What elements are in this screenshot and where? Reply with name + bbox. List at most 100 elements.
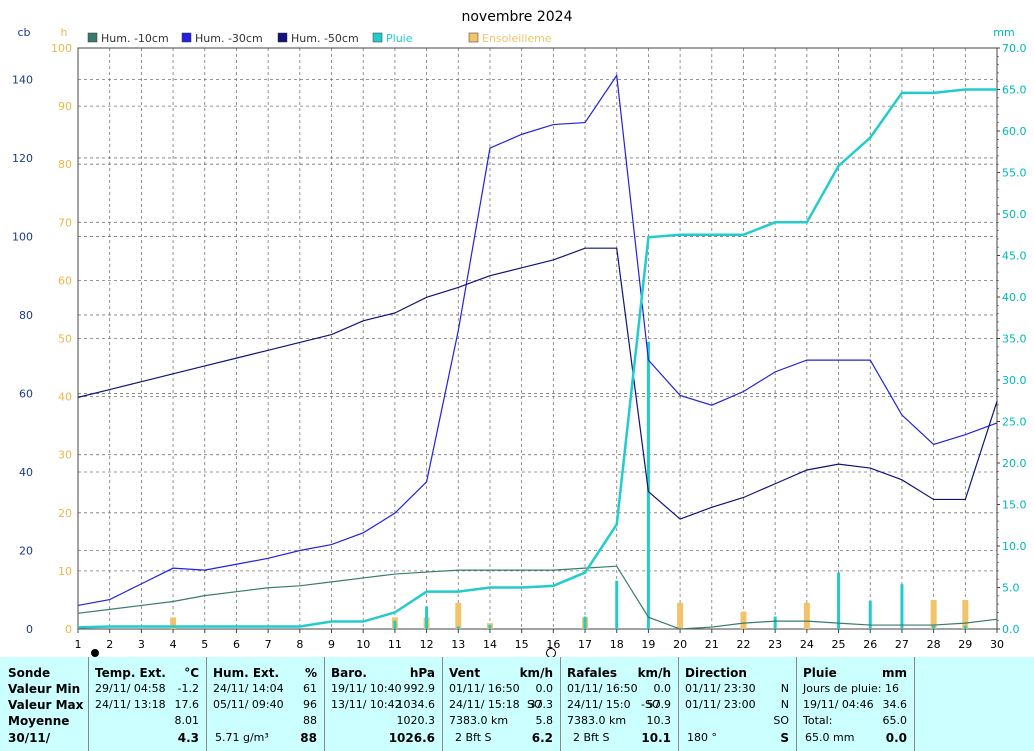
tick-label-mm: 15.0 — [1002, 499, 1027, 512]
sunshine-bar — [962, 599, 969, 629]
pluie-title: Pluie — [803, 666, 837, 680]
tick-label-day: 11 — [388, 638, 402, 651]
hum-max-value: 96 — [303, 698, 317, 711]
hum-absolute: 5.71 g/m³ — [215, 731, 269, 744]
rafales-title: Rafales — [567, 666, 618, 680]
rafales-current-bft: 2 Bft S — [573, 731, 610, 744]
tick-label-cb: 120 — [12, 152, 33, 165]
pluie-rain-days: Jours de pluie: 16 — [803, 682, 899, 695]
baro-current-value: 1026.6 — [388, 731, 435, 745]
tick-label-cb: 40 — [19, 466, 33, 479]
stats-col-direction: Direction 01/11/ 23:30 N 01/11/ 23:00 N … — [678, 657, 797, 751]
tick-label-day: 19 — [641, 638, 655, 651]
stats-panel: Sonde Valeur Min Valeur Max Moyenne 30/1… — [0, 657, 1034, 751]
tick-label-mm: 0.0 — [1002, 623, 1020, 636]
tick-label-h: 70 — [58, 216, 72, 229]
tick-label-day: 21 — [705, 638, 719, 651]
baro-avg-value: 1020.3 — [396, 714, 436, 727]
direction-title: Direction — [685, 666, 747, 680]
tick-label-cb: 140 — [12, 73, 33, 86]
tick-label-day: 10 — [356, 638, 370, 651]
tick-label-mm: 10.0 — [1002, 540, 1027, 553]
tick-label-day: 8 — [296, 638, 303, 651]
pluie-max-value: 34.6 — [882, 698, 908, 711]
baro-min-time: 19/11/ 10:40 — [331, 682, 402, 695]
stats-col-rafales: Rafales km/h 01/11/ 16:50 0.0 24/11/ 15:… — [560, 657, 679, 751]
tick-label-day: 12 — [420, 638, 434, 651]
tick-label-h: 10 — [58, 565, 72, 578]
vent-current-value: 6.2 — [531, 731, 553, 745]
direction-avg-value: SO — [773, 714, 789, 727]
temp-max-time: 24/11/ 13:18 — [95, 698, 166, 711]
line-hum-10cm — [77, 565, 998, 630]
axis-left-inner: h 0 10 20 30 40 50 60 70 80 90 100 — [51, 26, 72, 636]
row-label-min: Valeur Min — [8, 682, 81, 696]
temp-current-value: 4.3 — [177, 731, 199, 745]
hum-title: Hum. Ext. — [213, 666, 280, 680]
pluie-current-value: 0.0 — [885, 731, 907, 745]
baro-title: Baro. — [331, 666, 367, 680]
tick-label-mm: 40.0 — [1002, 291, 1027, 304]
baro-max-time: 13/11/ 10:42 — [331, 698, 402, 711]
tick-label-mm: 30.0 — [1002, 374, 1027, 387]
tick-label-h: 40 — [58, 391, 72, 404]
sunshine-bar — [455, 602, 462, 629]
stats-col-pluie: Pluie mm Jours de pluie: 16 19/11/ 04:46… — [796, 657, 915, 751]
tick-label-cb: 80 — [19, 309, 33, 322]
tick-label-cb: 100 — [12, 230, 33, 243]
legend-label: Ensoleilleme — [482, 32, 552, 45]
tick-label-day: 5 — [201, 638, 208, 651]
vent-max-value: 37.3 — [528, 698, 554, 711]
tick-label-day: 17 — [578, 638, 592, 651]
axis-label-h: h — [61, 26, 68, 39]
tick-label-day: 23 — [768, 638, 782, 651]
tick-label-h: 50 — [58, 333, 72, 346]
tick-label-day: 13 — [451, 638, 465, 651]
rafales-avg-value: 10.3 — [646, 714, 672, 727]
tick-label-day: 9 — [328, 638, 335, 651]
tick-label-day: 30 — [990, 638, 1004, 651]
line-pluie-cumulative — [77, 88, 997, 629]
stats-col-vent: Vent km/h 01/11/ 16:50 0.0 24/11/ 15:18 … — [442, 657, 561, 751]
tick-label-mm: 35.0 — [1002, 333, 1027, 346]
tick-label-day: 3 — [138, 638, 145, 651]
tick-label-h: 20 — [58, 507, 72, 520]
legend-swatch — [181, 32, 192, 43]
vent-current-bft: 2 Bft S — [455, 731, 492, 744]
rafales-unit: km/h — [637, 666, 671, 680]
direction-min-time: 01/11/ 23:30 — [685, 682, 756, 695]
pluie-unit: mm — [881, 666, 907, 680]
tick-label-day: 2 — [106, 638, 113, 651]
pluie-total-value: 65.0 — [882, 714, 908, 727]
tick-label-day: 6 — [233, 638, 240, 651]
vent-title: Vent — [449, 666, 481, 680]
tick-label-day: 15 — [515, 638, 529, 651]
baro-unit: hPa — [409, 666, 435, 680]
axis-right: mm 0.0 5.0 10.0 15.0 20.0 25.0 30.0 35.0 40.0 45.0… — [993, 26, 1026, 636]
chart-title: novembre 2024 — [461, 9, 572, 25]
tick-label-day: 28 — [927, 638, 941, 651]
tick-label-day: 14 — [483, 638, 497, 651]
axis-label-cb: cb — [17, 26, 30, 39]
tick-label-day: 7 — [265, 638, 272, 651]
tick-label-h: 30 — [58, 449, 72, 462]
tick-label-day: 22 — [736, 638, 750, 651]
baro-min-value: 992.9 — [403, 682, 436, 695]
stats-col-baro: Baro. hPa 19/11/ 10:40 992.9 13/11/ 10:4… — [324, 657, 443, 751]
tick-label-day: 24 — [800, 638, 814, 651]
tick-label-h: 100 — [51, 42, 72, 55]
tick-label-day: 27 — [895, 638, 909, 651]
tick-label-day: 25 — [832, 638, 846, 651]
row-label-sonde: Sonde — [8, 666, 51, 680]
row-label-date: 30/11/ — [8, 731, 51, 745]
hum-avg-value: 88 — [303, 714, 317, 727]
tick-label-day: 18 — [610, 638, 624, 651]
tick-label-cb: 0 — [26, 623, 33, 636]
line-hum-50cm — [77, 247, 998, 520]
hum-min-value: 61 — [303, 682, 317, 695]
sunshine-bar — [930, 599, 937, 629]
direction-current-degrees: 180 ° — [687, 731, 717, 744]
pluie-max-time: 19/11/ 04:46 — [803, 698, 874, 711]
rafales-max-value: 57.9 — [646, 698, 672, 711]
